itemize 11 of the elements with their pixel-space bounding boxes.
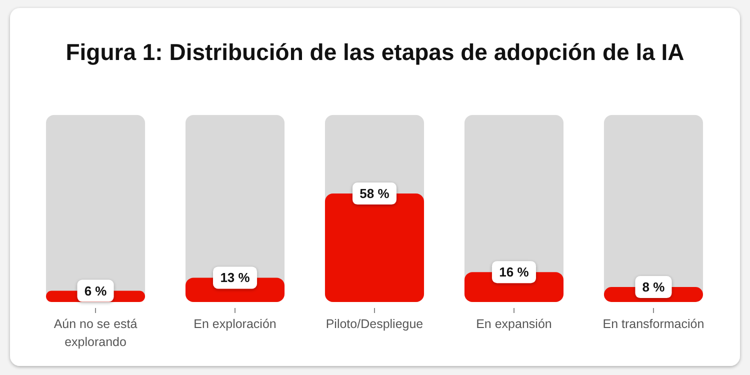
x-tick-label: En transformación: [602, 317, 704, 331]
data-label: 8 %: [642, 280, 666, 295]
x-tick-label: Piloto/Despliegue: [326, 317, 424, 331]
x-tick-label: En exploración: [194, 317, 276, 331]
data-label: 6 %: [84, 283, 108, 298]
chart-title: Figura 1: Distribución de las etapas de adopción de la IA: [66, 39, 684, 65]
data-label: 16 %: [499, 264, 530, 280]
x-tick-label: En expansión: [476, 317, 552, 331]
x-tick-label: Aún no se está explorando: [54, 317, 138, 349]
data-label: 13 %: [220, 270, 250, 286]
data-label: 58 %: [360, 186, 390, 202]
